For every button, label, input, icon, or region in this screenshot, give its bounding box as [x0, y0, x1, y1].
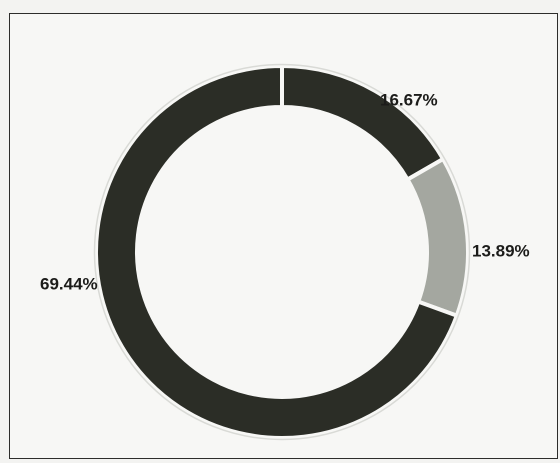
donut-slice-3 — [94, 63, 460, 440]
donut-outer-edge — [93, 63, 471, 441]
data-label-slice-1: 16.67% — [380, 90, 438, 109]
data-label-slice-3: 69.44% — [40, 274, 98, 293]
donut-slice-2 — [404, 156, 470, 319]
data-label-slice-2: 13.89% — [472, 241, 530, 260]
